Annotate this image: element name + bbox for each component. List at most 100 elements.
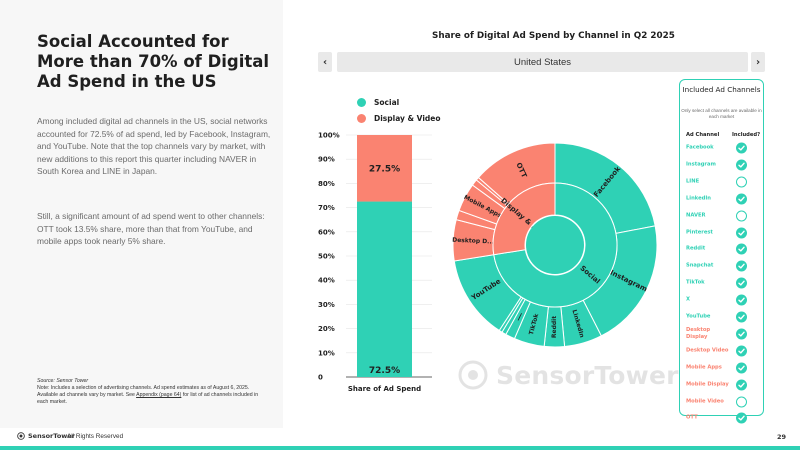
y-tick-label: 60% bbox=[318, 228, 335, 236]
channel-name: Desktop Display bbox=[686, 326, 711, 340]
sunburst-center bbox=[526, 216, 584, 274]
channel-name: YouTube bbox=[686, 313, 711, 320]
checkmark-icon[interactable] bbox=[736, 243, 747, 255]
checkmark-icon[interactable] bbox=[736, 159, 747, 171]
empty-circle-icon[interactable] bbox=[736, 176, 747, 188]
channel-row: Snapchat bbox=[680, 258, 763, 274]
watermark: SensorTower bbox=[458, 360, 679, 390]
checkmark-icon[interactable] bbox=[736, 227, 747, 238]
footer-brand: SensorTower bbox=[28, 432, 75, 440]
channel-name: OTT bbox=[686, 414, 698, 421]
channel-name: Pinterest bbox=[686, 229, 713, 235]
next-market-button[interactable]: › bbox=[751, 52, 765, 72]
channel-name: Snapchat bbox=[686, 262, 714, 269]
x-axis-label: Share of Ad Spend bbox=[348, 385, 421, 393]
y-tick-label: 20% bbox=[318, 325, 335, 333]
chart-legend: Social Display & Video bbox=[357, 95, 441, 127]
channel-name: Mobile Apps bbox=[686, 364, 722, 371]
appendix-link[interactable]: Appendix (page 64) bbox=[136, 392, 182, 398]
source-body: Note: Includes a selection of advertisin… bbox=[37, 385, 267, 406]
watermark-text: SensorTower bbox=[496, 360, 679, 390]
empty-circle-icon[interactable] bbox=[736, 396, 747, 407]
footer-logo: SensorTower bbox=[17, 432, 75, 440]
channel-name: NAVER bbox=[686, 212, 706, 219]
bottom-accent-bar bbox=[0, 446, 800, 450]
channel-row: X bbox=[680, 292, 763, 308]
channel-name: LINE bbox=[686, 178, 700, 185]
checkmark-icon[interactable] bbox=[736, 193, 747, 205]
channel-row: Instagram bbox=[680, 157, 763, 173]
y-tick-label: 70% bbox=[318, 204, 335, 212]
channel-name: TikTok bbox=[686, 279, 705, 286]
source-title: Source: Sensor Tower bbox=[37, 378, 89, 384]
channel-row: TikTok bbox=[680, 275, 763, 291]
market-dropdown[interactable]: United States bbox=[337, 52, 748, 72]
channel-row: Pinterest bbox=[680, 225, 763, 241]
included-channels-panel: Included Ad Channels Only select all cha… bbox=[679, 79, 764, 424]
source-note-text-end: for list of ad channels included in each… bbox=[37, 392, 259, 405]
sunburst-chart: FacebookInstagramLinkedInRedditTikTokYou… bbox=[452, 142, 658, 348]
checkmark-icon[interactable] bbox=[736, 260, 747, 272]
channel-name: Mobile Display bbox=[686, 381, 729, 388]
y-tick-label: 80% bbox=[318, 180, 335, 188]
insight-paragraph-1: Among included digital ad channels in th… bbox=[37, 116, 271, 177]
checkmark-icon[interactable] bbox=[736, 294, 747, 306]
channel-row: OTT bbox=[680, 410, 763, 426]
bar-segment-display bbox=[357, 135, 412, 202]
checkmark-icon[interactable] bbox=[736, 142, 747, 154]
channel-row: LINE bbox=[680, 174, 763, 190]
source-note: Source: Sensor Tower Note: Includes a se… bbox=[37, 378, 267, 406]
page-number: 29 bbox=[776, 433, 786, 441]
chart-title: Share of Digital Ad Spend by Channel in … bbox=[432, 31, 675, 41]
legend-item-social: Social bbox=[357, 95, 441, 109]
prev-market-button[interactable]: ‹ bbox=[318, 52, 332, 72]
y-tick-label: 100% bbox=[318, 132, 340, 140]
insight-paragraph-2: Still, a significant amount of ad spend … bbox=[37, 211, 265, 247]
y-tick-label: 0 bbox=[318, 374, 323, 382]
channel-row: NAVER bbox=[680, 208, 763, 224]
sunburst-label-desktop-d: Desktop D... bbox=[452, 237, 494, 246]
sunburst-label-reddit: Reddit bbox=[551, 316, 558, 338]
sunburst-inner-social bbox=[493, 182, 618, 308]
channel-panel-note: Only select all channels are available i… bbox=[681, 108, 762, 119]
legend-label-display: Display & Video bbox=[374, 113, 441, 123]
channel-name: Instagram bbox=[686, 161, 716, 168]
channel-row: LinkedIn bbox=[680, 191, 763, 207]
data-label-display: 27.5% bbox=[369, 164, 400, 174]
channel-row: Desktop Display bbox=[680, 326, 763, 342]
column-header-included: Included? bbox=[732, 132, 761, 138]
channel-row: Mobile Display bbox=[680, 377, 763, 393]
checkmark-icon[interactable] bbox=[736, 345, 747, 357]
legend-swatch-social bbox=[357, 97, 366, 107]
channel-name: X bbox=[686, 296, 690, 303]
sensortower-logo-icon bbox=[17, 432, 25, 440]
checkmark-icon[interactable] bbox=[736, 379, 747, 391]
channel-row: Mobile Video bbox=[680, 394, 763, 410]
y-tick-label: 40% bbox=[318, 277, 335, 285]
stacked-bar-chart: 0 10% 20% 30% 40% 50% 60% 70% 80% 90% 100% 72.5% 27.… bbox=[318, 132, 432, 393]
channel-row: Reddit bbox=[680, 241, 763, 257]
checkmark-icon[interactable] bbox=[736, 328, 747, 340]
y-tick-label: 30% bbox=[318, 301, 335, 309]
channel-name: Reddit bbox=[686, 245, 706, 252]
channel-panel-title: Included Ad Channels bbox=[682, 85, 761, 94]
checkmark-icon[interactable] bbox=[736, 362, 747, 374]
channel-row: YouTube bbox=[680, 309, 763, 325]
channel-row: Facebook bbox=[680, 140, 763, 156]
checkmark-icon[interactable] bbox=[736, 277, 747, 289]
legend-item-display: Display & Video bbox=[357, 111, 441, 125]
footer-rights: All Rights Reserved bbox=[67, 433, 124, 440]
channel-row: Desktop Video bbox=[680, 343, 763, 359]
slice-x-marker bbox=[517, 313, 522, 321]
checkmark-icon[interactable] bbox=[736, 412, 747, 424]
channel-name: Desktop Video bbox=[686, 347, 729, 354]
legend-label-social: Social bbox=[374, 97, 400, 107]
sunburst-inner-display bbox=[492, 182, 556, 256]
empty-circle-icon[interactable] bbox=[736, 210, 747, 222]
column-header-channel: Ad Channel bbox=[686, 132, 720, 138]
page-headline: Social Accounted for More than 70% of Di… bbox=[37, 32, 270, 91]
y-tick-label: 50% bbox=[318, 253, 335, 261]
checkmark-icon[interactable] bbox=[736, 311, 747, 323]
source-note-text: Note: Includes a selection of advertisin… bbox=[37, 385, 250, 398]
channel-row: Mobile Apps bbox=[680, 360, 763, 376]
